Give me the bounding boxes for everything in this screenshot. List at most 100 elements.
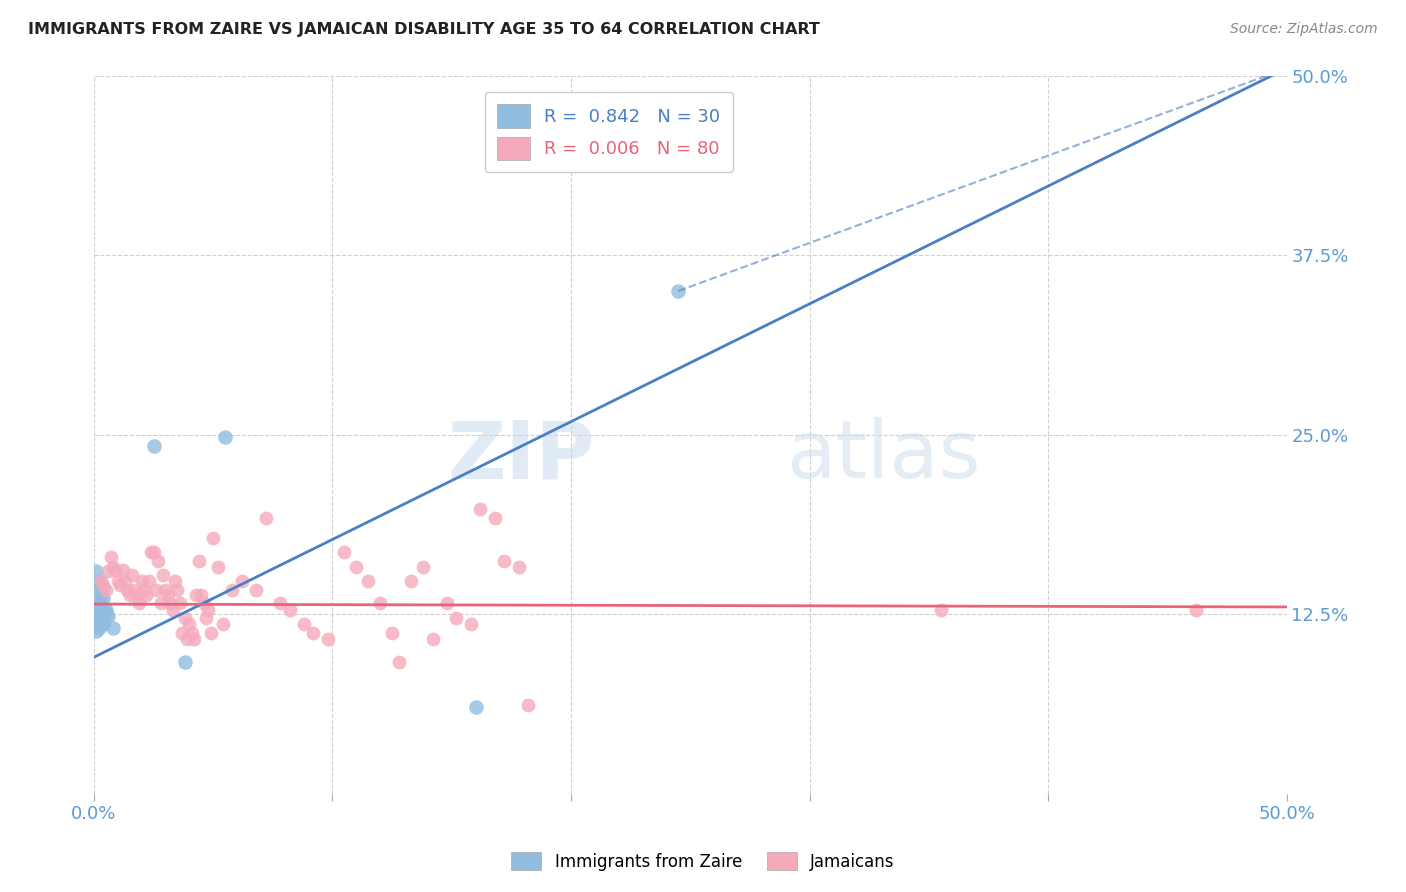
Point — [86, 611, 108, 625]
Point — [93, 582, 115, 596]
Point — [149, 596, 172, 610]
Point — [470, 502, 492, 516]
Point — [464, 700, 486, 714]
Point — [381, 625, 404, 640]
Point — [388, 655, 411, 669]
Point — [124, 582, 146, 597]
Point — [108, 578, 131, 592]
Point — [173, 655, 195, 669]
Point — [87, 610, 110, 624]
Point — [179, 617, 201, 632]
Point — [128, 596, 150, 610]
Point — [333, 545, 356, 559]
Text: ZIP: ZIP — [447, 417, 595, 495]
Point — [344, 559, 367, 574]
Point — [131, 574, 153, 588]
Point — [107, 574, 129, 588]
Point — [90, 589, 112, 603]
Point — [148, 554, 170, 568]
Point — [156, 589, 179, 603]
Point — [142, 545, 165, 559]
Point — [195, 611, 218, 625]
Point — [190, 589, 212, 603]
Point — [94, 607, 117, 621]
Point — [101, 622, 124, 636]
Point — [87, 604, 110, 618]
Point — [97, 608, 120, 623]
Point — [200, 625, 222, 640]
Point — [162, 603, 184, 617]
Point — [666, 284, 689, 298]
Point — [104, 563, 127, 577]
Point — [436, 596, 458, 610]
Point — [90, 578, 112, 592]
Point — [93, 617, 115, 632]
Point — [118, 589, 141, 603]
Point — [269, 596, 291, 610]
Point — [186, 589, 208, 603]
Point — [368, 596, 391, 610]
Point — [221, 582, 243, 597]
Point — [166, 582, 188, 597]
Point — [90, 574, 112, 588]
Point — [412, 559, 434, 574]
Point — [1185, 603, 1208, 617]
Point — [316, 632, 339, 646]
Point — [245, 582, 267, 597]
Point — [90, 606, 112, 620]
Point — [357, 574, 380, 588]
Point — [214, 430, 236, 444]
Point — [87, 622, 110, 636]
Point — [197, 603, 219, 617]
Point — [929, 603, 952, 617]
Point — [292, 617, 315, 632]
Point — [94, 603, 117, 617]
Text: atlas: atlas — [786, 417, 980, 495]
Point — [517, 698, 540, 712]
Point — [399, 574, 422, 588]
Point — [494, 554, 516, 568]
Point — [141, 545, 163, 559]
Point — [90, 615, 112, 629]
Point — [180, 625, 202, 640]
Point — [93, 591, 115, 606]
Point — [100, 549, 122, 564]
Point — [155, 582, 177, 597]
Point — [460, 617, 482, 632]
Point — [183, 632, 205, 646]
Text: Source: ZipAtlas.com: Source: ZipAtlas.com — [1230, 22, 1378, 37]
Point — [114, 574, 136, 588]
Point — [101, 559, 124, 574]
Point — [93, 578, 115, 592]
Point — [87, 582, 110, 597]
Text: IMMIGRANTS FROM ZAIRE VS JAMAICAN DISABILITY AGE 35 TO 64 CORRELATION CHART: IMMIGRANTS FROM ZAIRE VS JAMAICAN DISABI… — [28, 22, 820, 37]
Point — [94, 582, 117, 597]
Legend: Immigrants from Zaire, Jamaicans: Immigrants from Zaire, Jamaicans — [503, 844, 903, 880]
Point — [484, 511, 506, 525]
Point — [211, 617, 233, 632]
Point — [152, 568, 174, 582]
Point — [145, 582, 167, 597]
Point — [142, 439, 165, 453]
Point — [132, 582, 155, 597]
Point — [159, 596, 181, 610]
Point — [86, 599, 108, 614]
Point — [125, 589, 148, 603]
Point — [121, 568, 143, 582]
Point — [193, 596, 215, 610]
Point — [231, 574, 253, 588]
Point — [446, 611, 468, 625]
Point — [87, 574, 110, 588]
Point — [97, 564, 120, 578]
Point — [163, 574, 186, 588]
Point — [278, 603, 301, 617]
Point — [302, 625, 325, 640]
Legend: R =  0.842   N = 30, R =  0.006   N = 80: R = 0.842 N = 30, R = 0.006 N = 80 — [485, 92, 733, 172]
Point — [173, 611, 195, 625]
Point — [176, 632, 198, 646]
Point — [86, 624, 108, 639]
Point — [169, 596, 191, 610]
Point — [111, 563, 134, 577]
Point — [93, 601, 115, 615]
Point — [117, 582, 139, 597]
